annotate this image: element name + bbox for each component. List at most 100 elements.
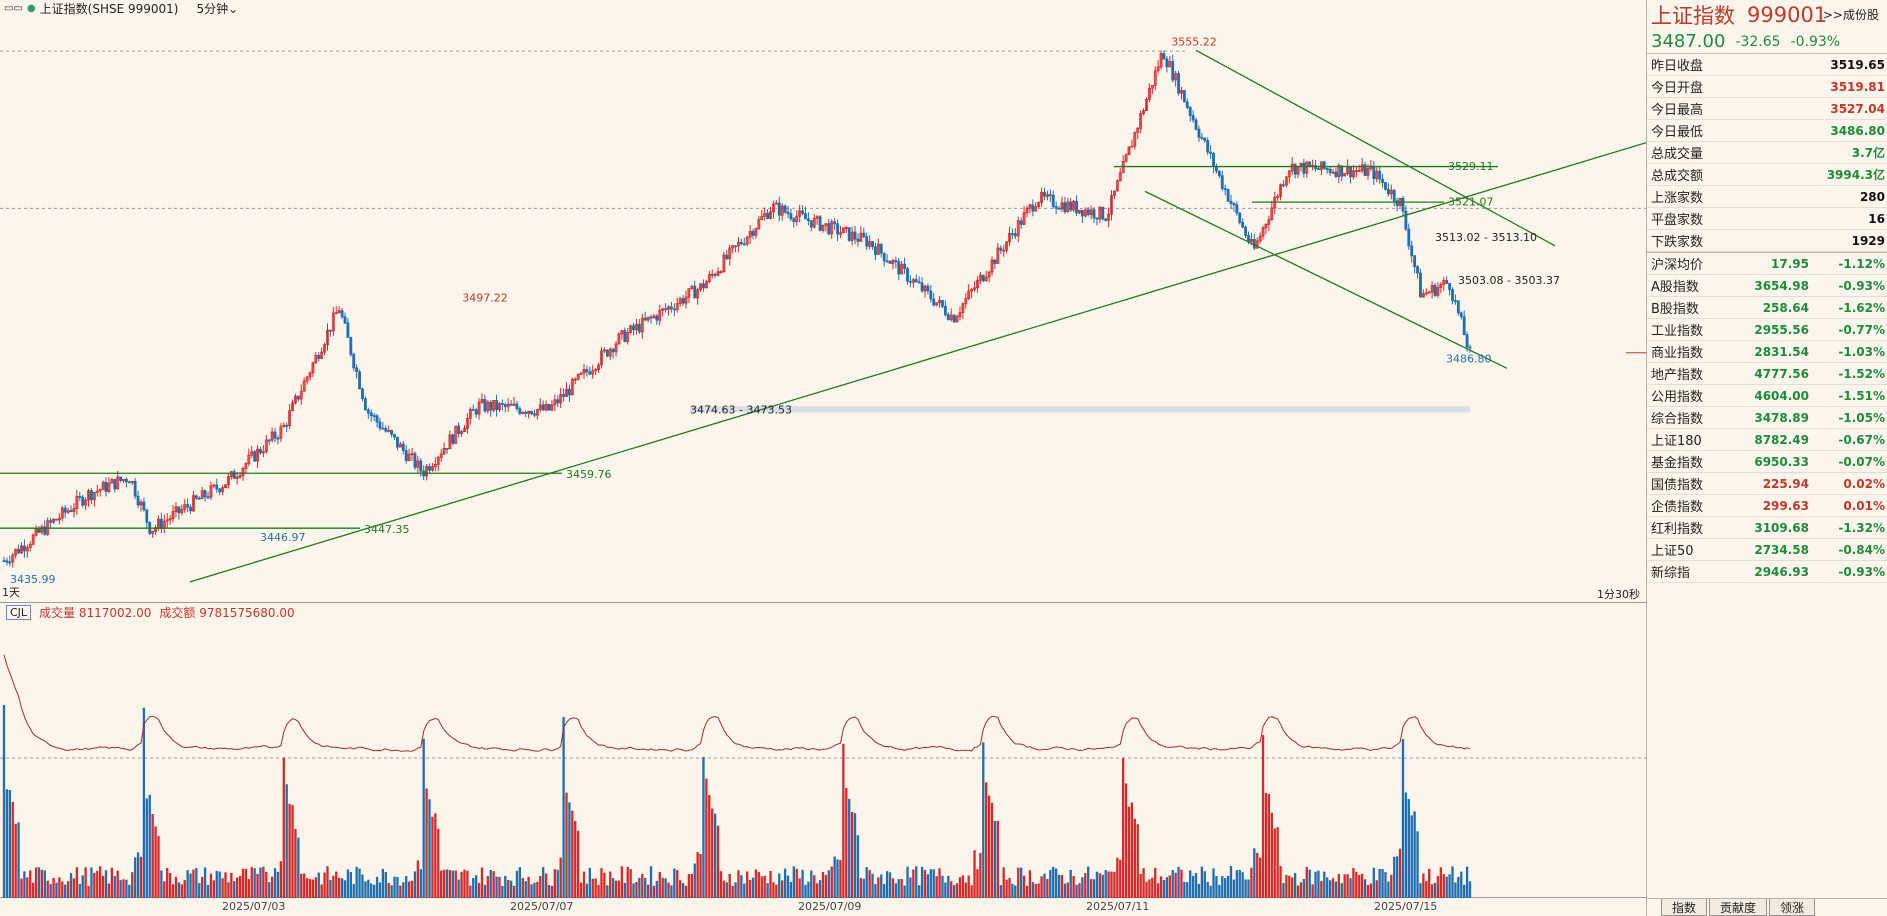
volume-bar <box>483 884 487 898</box>
index-row[interactable]: 地产指数 4777.56 -1.52% <box>1647 363 1887 385</box>
volume-bar <box>367 879 370 898</box>
volume-bar <box>1293 873 1297 898</box>
candle-body <box>745 236 749 245</box>
volume-bar <box>1328 880 1332 898</box>
candle-body <box>530 410 533 415</box>
candle-body <box>1048 194 1052 196</box>
volume-bar <box>72 878 76 898</box>
indicator-name[interactable]: CJL <box>6 604 32 620</box>
volume-bar <box>906 866 909 898</box>
stat-row: 总成交量 3.7亿 <box>1647 142 1887 164</box>
volume-bar <box>387 882 390 898</box>
volume-bar <box>157 836 160 898</box>
volume-bar <box>658 871 661 898</box>
volume-bar <box>781 880 784 898</box>
index-row[interactable]: 上证180 8782.49 -0.67% <box>1647 429 1887 451</box>
candle-body <box>197 497 201 500</box>
candle-body <box>766 212 770 219</box>
volume-bar <box>856 835 860 898</box>
volume-bar <box>746 871 749 898</box>
index-row[interactable]: 新综指 2946.93 -0.93% <box>1647 561 1887 583</box>
volume-bar <box>839 860 842 898</box>
pane-grip-icon[interactable]: ▭▭ <box>4 3 23 14</box>
candle-body <box>84 499 88 506</box>
timeframe-selector[interactable]: 5分钟⌄ <box>196 0 238 17</box>
candle-body <box>993 259 997 264</box>
volume-bar <box>877 877 880 898</box>
candle-body <box>5 560 9 563</box>
candle-body <box>806 218 810 222</box>
volume-bar <box>635 881 638 898</box>
candle-body <box>1375 170 1379 179</box>
index-row-name: 企债指数 <box>1651 500 1704 515</box>
index-row[interactable]: 综合指数 3478.89 -1.05% <box>1647 407 1887 429</box>
volume-bar <box>1323 871 1326 898</box>
volume-bar <box>626 866 629 898</box>
volume-bar <box>1116 857 1119 898</box>
volume-bar <box>1381 869 1384 898</box>
volume-bar <box>973 850 976 898</box>
candle-body <box>1054 206 1058 209</box>
candle-body <box>1468 346 1472 349</box>
volume-bar <box>970 885 973 898</box>
volume-bar <box>1296 885 1300 898</box>
volume-header: CJL 成交量 8117002.00 成交额 9781575680.00 <box>0 604 1646 620</box>
volume-bar <box>576 830 580 898</box>
stat-label: 昨日收盘 <box>1651 59 1704 74</box>
candle-body <box>1279 184 1282 197</box>
countdown-label: 1分30秒 <box>1597 586 1640 602</box>
volume-bar <box>1046 879 1049 898</box>
candle-body <box>343 316 347 324</box>
index-row[interactable]: 企债指数 299.63 0.01% <box>1647 495 1887 517</box>
index-row[interactable]: 红利指数 3109.68 -1.32% <box>1647 517 1887 539</box>
index-row[interactable]: 国债指数 225.94 0.02% <box>1647 473 1887 495</box>
candle-body <box>506 403 510 408</box>
candle-body <box>320 351 324 359</box>
highlight-band <box>690 406 1470 413</box>
stat-label: 今日最高 <box>1651 103 1704 118</box>
volume-bars <box>2 704 1472 898</box>
volume-bar <box>212 880 216 898</box>
candle-body <box>1043 191 1046 197</box>
volume-bar <box>233 881 236 898</box>
price-chart[interactable]: 3555.22 3497.22 3529.11 3521.07 3513.02 - 35… <box>0 17 1647 603</box>
tab-contribution[interactable]: 贡献度 <box>1709 899 1768 916</box>
candle-body <box>929 290 933 300</box>
stat-row: 平盘家数 16 <box>1647 208 1887 230</box>
candle-body <box>87 490 90 501</box>
candle-body <box>130 481 134 483</box>
volume-bar <box>390 885 393 898</box>
index-row[interactable]: 公用指数 4604.00 -1.51% <box>1647 385 1887 407</box>
volume-bar <box>1110 871 1113 898</box>
volume-chart[interactable] <box>0 620 1646 898</box>
index-row[interactable]: A股指数 3654.98 -0.93% <box>1647 275 1887 297</box>
candle-body <box>707 274 711 283</box>
candle-body <box>442 448 446 455</box>
index-row[interactable]: 工业指数 2955.56 -0.77% <box>1647 319 1887 341</box>
volume-bar <box>1069 869 1072 898</box>
volume-bar <box>679 880 682 898</box>
candle-body <box>1107 213 1111 221</box>
candle-body <box>1124 154 1128 162</box>
index-row[interactable]: B股指数 258.64 -1.62% <box>1647 297 1887 319</box>
tab-index[interactable]: 指数 <box>1661 899 1708 916</box>
volume-bar <box>381 868 385 898</box>
volume-bar <box>722 880 726 898</box>
candle-body <box>879 243 883 254</box>
index-row-price: 8782.49 <box>1754 432 1809 447</box>
index-row[interactable]: 商业指数 2831.54 -1.03% <box>1647 341 1887 363</box>
volume-bar <box>1398 848 1402 898</box>
candle-body <box>1363 164 1367 176</box>
candle-body <box>987 271 991 278</box>
index-row[interactable]: 基金指数 6950.33 -0.07% <box>1647 451 1887 473</box>
constituents-link[interactable]: >>成份股 <box>1822 8 1879 22</box>
volume-bar <box>696 852 699 898</box>
index-row[interactable]: 上证50 2734.58 -0.84% <box>1647 539 1887 561</box>
volume-bar <box>1238 869 1241 898</box>
candle-body <box>398 443 402 448</box>
volume-bar <box>1279 866 1282 898</box>
tab-leaders[interactable]: 领涨 <box>1769 899 1816 916</box>
volume-bar <box>1119 859 1122 898</box>
candle-body <box>1392 189 1396 202</box>
index-row[interactable]: 沪深均价 17.95 -1.12% <box>1647 253 1887 275</box>
